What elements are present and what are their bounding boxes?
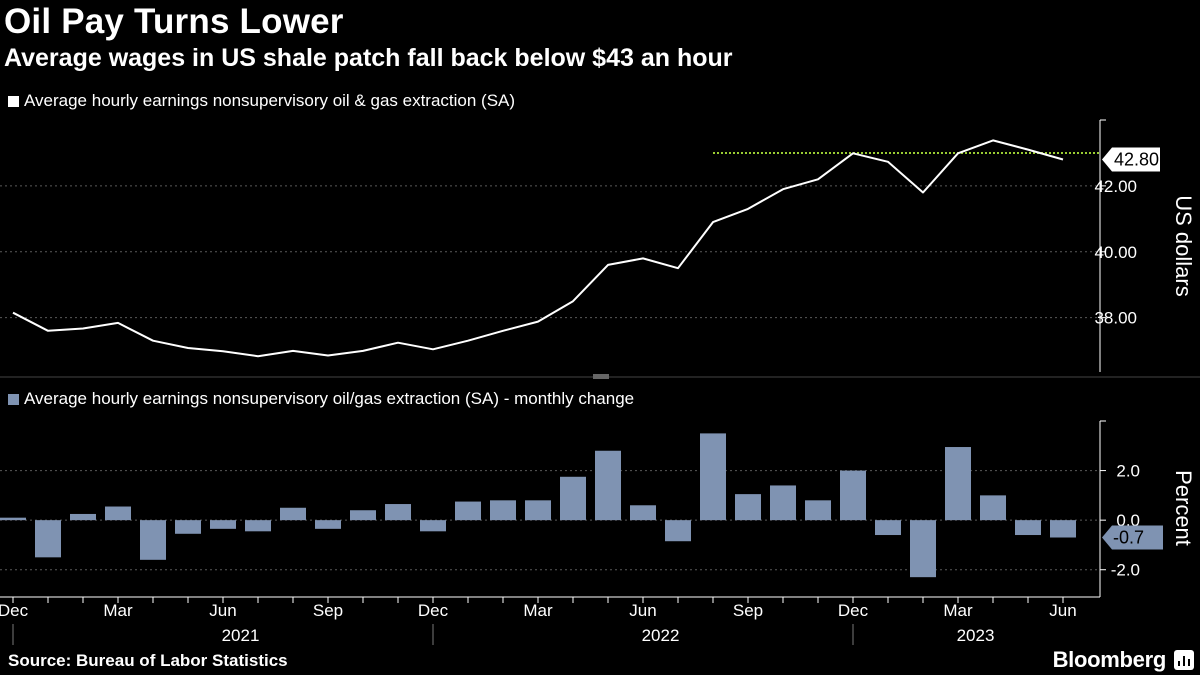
change-bar [1050, 520, 1076, 538]
change-bar [105, 506, 131, 521]
legend-line-series: Average hourly earnings nonsupervisory o… [8, 91, 515, 111]
x-month-label: Mar [103, 601, 133, 620]
change-bar [770, 485, 796, 521]
x-month-label: Dec [838, 601, 869, 620]
change-bar [840, 470, 866, 521]
change-bar [350, 510, 376, 521]
change-bar [910, 520, 936, 578]
change-bar [490, 500, 516, 521]
chart-subtitle: Average wages in US shale patch fall bac… [4, 44, 733, 72]
change-bar [700, 433, 726, 521]
change-bar [980, 495, 1006, 521]
legend-line-label: Average hourly earnings nonsupervisory o… [24, 91, 516, 110]
top-y-tick-label: 42.00 [1094, 177, 1137, 196]
change-bar [665, 520, 691, 542]
bottom-y-tick-label: 0.0 [1116, 511, 1140, 530]
source-note: Source: Bureau of Labor Statistics [8, 651, 288, 670]
change-bar [560, 476, 586, 521]
change-bar [630, 505, 656, 521]
legend-swatch-bar [8, 393, 19, 405]
change-bar [385, 504, 411, 521]
bottom-y-tick-label: -2.0 [1111, 561, 1140, 580]
change-bar [35, 520, 61, 558]
legend-bar-series: Average hourly earnings nonsupervisory o… [8, 389, 634, 409]
x-month-label: Sep [733, 601, 763, 620]
change-bar [595, 450, 621, 521]
bloomberg-logo-icon [1174, 650, 1194, 670]
change-bar [525, 500, 551, 521]
legend-bar-label: Average hourly earnings nonsupervisory o… [24, 389, 635, 408]
change-bar [0, 517, 26, 521]
change-bar [210, 520, 236, 529]
x-month-label: Jun [1049, 601, 1076, 620]
last-value-callout [1102, 147, 1160, 172]
bottom-last-value-callout [1102, 525, 1163, 550]
x-month-label: Dec [418, 601, 449, 620]
top-y-tick-label: 38.00 [1094, 309, 1137, 328]
top-y-tick-label: 40.00 [1094, 243, 1137, 262]
change-bar [140, 520, 166, 560]
x-month-label: Mar [523, 601, 553, 620]
bottom-y-tick-label: 2.0 [1116, 462, 1140, 481]
legend-swatch-line [8, 95, 19, 107]
last-value-label: 42.80 [1114, 150, 1159, 170]
brand-name: Bloomberg [1052, 647, 1167, 672]
change-bar [455, 501, 481, 521]
change-bar [315, 520, 341, 529]
earnings-line [12, 139, 1064, 358]
change-bar [280, 507, 306, 521]
x-month-label: Dec [0, 601, 29, 620]
chart-title: Oil Pay Turns Lower [4, 2, 344, 41]
change-bar [420, 520, 446, 532]
x-year-label: 2022 [642, 626, 680, 645]
bottom-last-value-label: -0.7 [1113, 528, 1144, 548]
x-month-label: Mar [943, 601, 973, 620]
x-month-label: Sep [313, 601, 343, 620]
x-year-label: 2023 [957, 626, 995, 645]
top-y-axis-title: US dollars [1171, 195, 1196, 296]
change-bar [805, 500, 831, 521]
bottom-y-axis-title: Percent [1171, 470, 1196, 546]
change-bar [875, 520, 901, 536]
change-bar [245, 520, 271, 532]
change-bar [945, 447, 971, 521]
x-year-label: 2021 [222, 626, 260, 645]
x-month-label: Jun [629, 601, 656, 620]
x-month-label: Jun [209, 601, 236, 620]
change-bar [735, 494, 761, 521]
change-bar [175, 520, 201, 534]
change-bar [1015, 520, 1041, 536]
panel-resize-handle [593, 374, 609, 379]
change-bar [70, 513, 96, 521]
